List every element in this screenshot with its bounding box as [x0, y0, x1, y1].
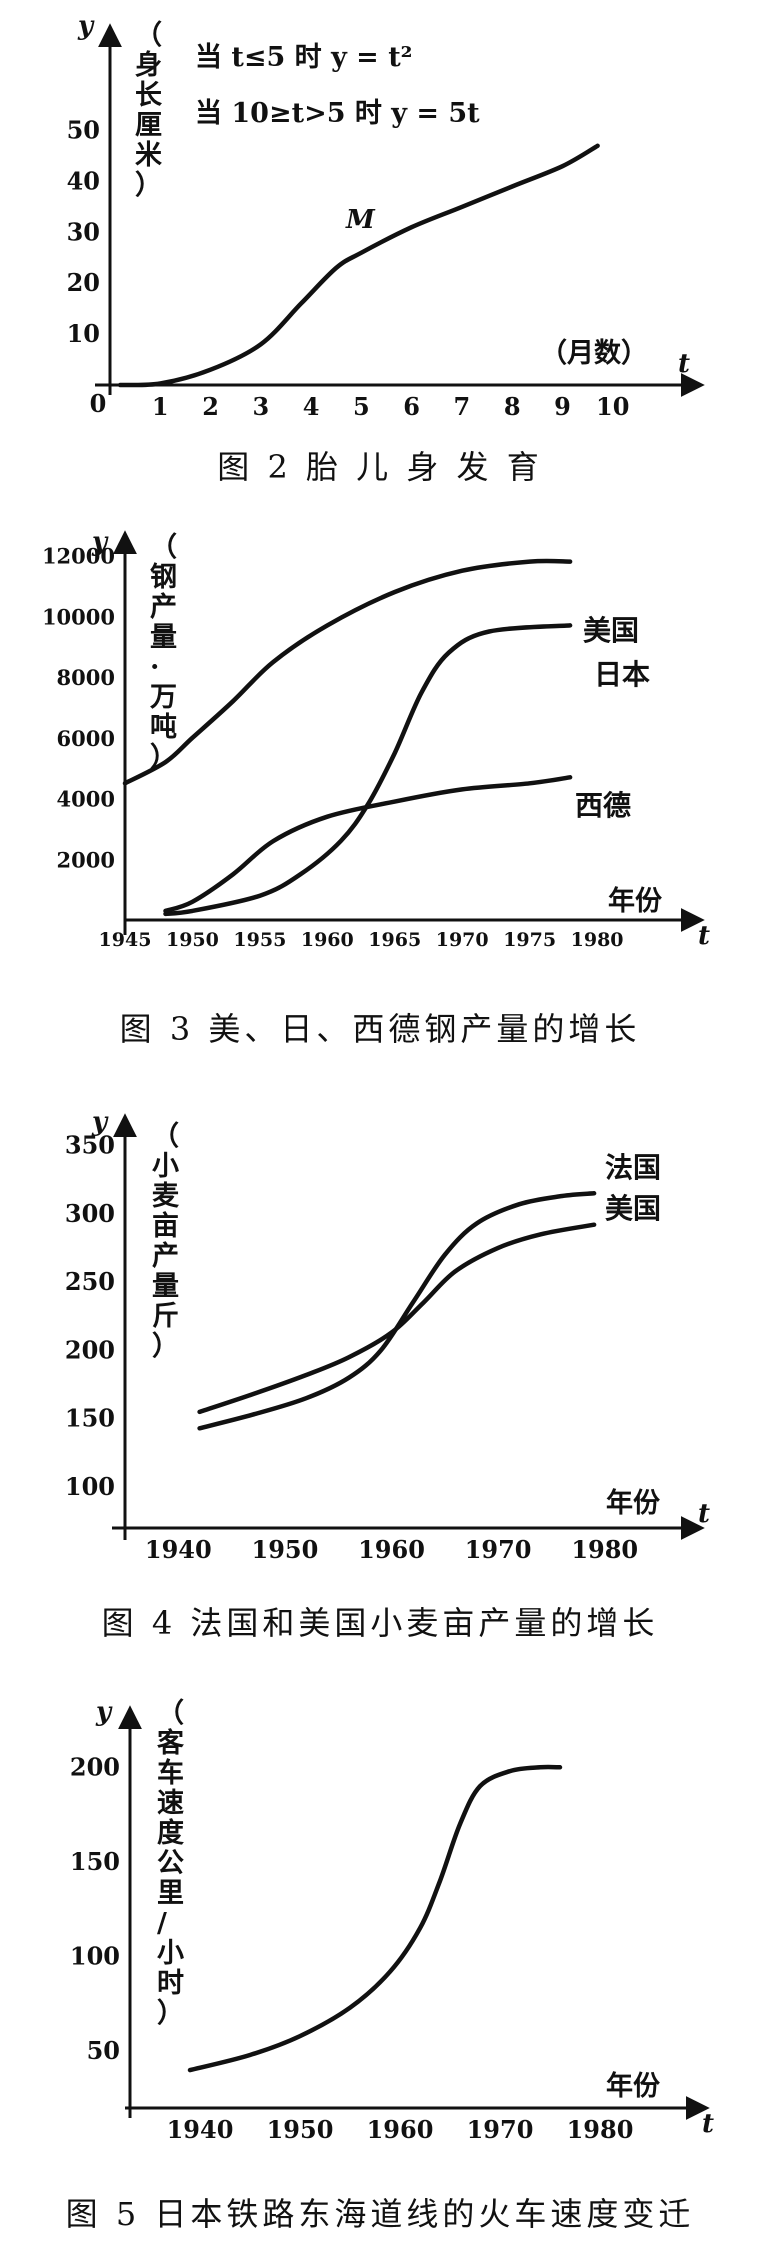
y-tick-label: 50 — [87, 2036, 120, 2065]
chart-steel-output: y t （钢产量·万吨） 年份 1945 1950 1955 1960 1965 1970… — [42, 527, 710, 1048]
series-line-1 — [122, 558, 573, 786]
legend-japan: 日本 — [594, 658, 650, 691]
y-axis-variable: y — [77, 11, 95, 41]
x-axis-label: 年份 — [608, 885, 662, 917]
formula-annotation-1: 当 t≤5 时 y = t² — [195, 42, 413, 73]
data-lines — [122, 558, 573, 917]
x-tick-label: 1975 — [503, 929, 556, 951]
series-line-1 — [117, 143, 600, 388]
y-tick-label: 2000 — [57, 847, 115, 872]
y-axis-label: （身长厘米） — [135, 20, 163, 201]
tick-labels: 1945 1950 1955 1960 1965 1970 1975 1980 2000 4000… — [42, 544, 624, 951]
y-tick-label: 20 — [67, 268, 100, 297]
x-tick-label: 10 — [596, 392, 629, 421]
legend-usa: 美国 — [583, 614, 639, 647]
x-tick-label: 9 — [554, 392, 571, 421]
data-lines — [187, 1764, 563, 2073]
y-tick-label: 6000 — [57, 726, 115, 751]
y-axis-variable: y — [91, 527, 109, 557]
legend-west-germany: 西德 — [575, 789, 631, 822]
x-axis-label: 年份 — [606, 1487, 660, 1519]
formula-annotation-2: 当 10≥t>5 时 y = 5t — [195, 98, 480, 129]
y-tick-label: 4000 — [57, 787, 115, 812]
y-tick-label: 30 — [67, 217, 100, 246]
x-axis-variable: t — [698, 1499, 710, 1529]
figure-caption: 图 3 美、日、西德钢产量的增长 — [120, 1010, 641, 1048]
y-tick-label: 100 — [70, 1942, 120, 1971]
x-tick-label: 1980 — [567, 2115, 634, 2144]
figure-caption: 图 2 胎 儿 身 发 育 — [217, 448, 542, 486]
chart-fetal-growth: y t 0 （身长厘米） 当 t≤5 时 y = t² 当 10≥t>5 时 y… — [67, 11, 705, 486]
data-lines — [117, 143, 600, 388]
legend-usa: 美国 — [605, 1192, 661, 1225]
x-tick-label: 1950 — [166, 929, 219, 951]
x-tick-label: 4 — [303, 392, 320, 421]
x-tick-label: 5 — [353, 392, 370, 421]
y-tick-label: 10 — [67, 319, 100, 348]
x-tick-label: 1970 — [467, 2115, 534, 2144]
y-tick-label: 100 — [65, 1472, 115, 1501]
x-tick-label: 8 — [504, 392, 521, 421]
y-tick-label: 200 — [70, 1752, 120, 1781]
x-tick-label: 1980 — [571, 929, 624, 951]
x-axis-label: （月数） — [540, 338, 648, 369]
y-tick-label: 12000 — [42, 544, 115, 569]
x-tick-label: 1960 — [358, 1535, 425, 1564]
y-tick-label: 40 — [67, 166, 100, 195]
series-line-2 — [197, 1222, 597, 1415]
x-tick-label: 6 — [403, 392, 420, 421]
figure-caption: 图 4 法国和美国小麦亩产量的增长 — [102, 1604, 659, 1642]
y-tick-label: 350 — [65, 1130, 115, 1159]
x-tick-label: 1 — [152, 392, 169, 421]
y-tick-label: 250 — [65, 1267, 115, 1296]
tick-labels: 1940 1950 1960 1970 1980 100 150 200 250 300 350 — [65, 1130, 638, 1564]
y-tick-label: 200 — [65, 1335, 115, 1364]
x-tick-label: 1970 — [436, 929, 489, 951]
x-axis-variable: t — [678, 349, 690, 379]
series-line-1 — [197, 1191, 597, 1431]
legend-france: 法国 — [605, 1151, 661, 1184]
y-tick-label: 8000 — [57, 665, 115, 690]
chart-wheat-yield: y t （小麦亩产量斤） 年份 1940 1950 1960 1970 19801001… — [65, 1107, 710, 1642]
x-tick-label: 1960 — [367, 2115, 434, 2144]
chart-train-speed: y t （客车速度公里/小时） 年份 1940 1950 1960 1970 1980 5… — [66, 1697, 714, 2233]
x-tick-label: 1945 — [99, 929, 152, 951]
x-tick-label: 1970 — [465, 1535, 532, 1564]
x-tick-label: 1965 — [368, 929, 421, 951]
y-axis-label: （钢产量·万吨） — [150, 532, 177, 773]
x-tick-label: 1950 — [252, 1535, 319, 1564]
y-axis-label: （客车速度公里/小时） — [157, 1698, 185, 2029]
series-line-2 — [163, 623, 573, 917]
point-label-m: M — [345, 205, 376, 235]
x-tick-label: 1950 — [267, 2115, 334, 2144]
x-tick-label: 2 — [202, 392, 219, 421]
y-tick-label: 300 — [65, 1199, 115, 1228]
x-tick-label: 1955 — [233, 929, 286, 951]
series-line-1 — [187, 1764, 563, 2073]
origin-label: 0 — [90, 389, 107, 418]
y-axis-variable: y — [91, 1107, 109, 1137]
y-axis-variable: y — [95, 1697, 113, 1727]
x-axis-variable: t — [698, 921, 710, 951]
x-axis-variable: t — [702, 2109, 714, 2139]
series-line-3 — [163, 775, 573, 914]
y-tick-label: 150 — [65, 1404, 115, 1433]
tick-labels: 1 2 3 4 5 6 7 8 9 10 10 20 30 40 50 — [67, 116, 630, 421]
y-tick-label: 150 — [70, 1847, 120, 1876]
data-lines — [197, 1191, 597, 1431]
figure-caption: 图 5 日本铁路东海道线的火车速度变迁 — [66, 2195, 695, 2233]
tick-labels: 1940 1950 1960 1970 1980 50 100 150 200 — [70, 1752, 634, 2144]
x-tick-label: 1960 — [301, 929, 354, 951]
y-axis-label: （小麦亩产量斤） — [152, 1121, 180, 1362]
x-tick-label: 1980 — [571, 1535, 638, 1564]
x-tick-label: 7 — [454, 392, 471, 421]
y-tick-label: 10000 — [42, 604, 115, 629]
y-tick-label: 50 — [67, 116, 100, 145]
x-tick-label: 3 — [252, 392, 269, 421]
x-axis-label: 年份 — [606, 2070, 660, 2102]
x-tick-label: 1940 — [145, 1535, 212, 1564]
x-tick-label: 1940 — [167, 2115, 234, 2144]
